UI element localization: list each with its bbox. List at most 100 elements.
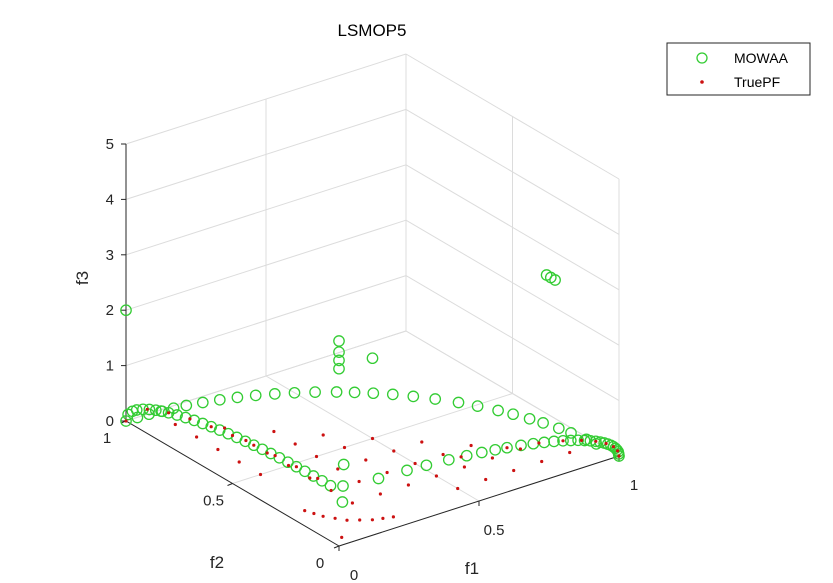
truepf-point bbox=[216, 447, 220, 452]
legend: MOWAA TruePF bbox=[666, 42, 811, 96]
mowaa-point bbox=[337, 480, 349, 492]
legend-box bbox=[666, 42, 811, 96]
truepf-point bbox=[336, 467, 340, 471]
mowaa-point bbox=[572, 434, 584, 447]
truepf-point bbox=[350, 501, 354, 505]
truepf-point bbox=[303, 509, 307, 513]
truepf-point bbox=[568, 450, 572, 455]
legend-marker-mowaa bbox=[696, 52, 708, 64]
truepf-point bbox=[406, 483, 410, 487]
truepf-point bbox=[333, 516, 337, 520]
mowaa-point bbox=[348, 386, 361, 399]
mowaa-point bbox=[538, 436, 551, 449]
mowaa-point bbox=[452, 396, 465, 409]
mowaa-point bbox=[143, 403, 156, 416]
truepf-point bbox=[459, 455, 463, 459]
mowaa-point bbox=[578, 434, 591, 447]
mowaa-point bbox=[333, 335, 345, 347]
z-tick-label: 3 bbox=[106, 247, 114, 264]
truepf-point bbox=[364, 458, 368, 462]
y-tick-mark bbox=[227, 483, 233, 486]
y-tick-label: 0.5 bbox=[203, 493, 224, 510]
truepf-point bbox=[252, 443, 256, 447]
mowaa-point bbox=[120, 304, 132, 317]
truepf-point bbox=[579, 438, 584, 442]
mowaa-point bbox=[333, 346, 345, 358]
z-tick-label: 1 bbox=[106, 358, 114, 375]
truepf-point bbox=[286, 463, 291, 468]
mowaa-point bbox=[515, 439, 527, 452]
mowaa-point bbox=[149, 404, 162, 417]
truepf-point bbox=[209, 425, 213, 429]
truepf-point bbox=[413, 461, 417, 466]
mowaa-point bbox=[471, 400, 484, 412]
truepf-point bbox=[381, 516, 385, 521]
mowaa-point bbox=[196, 396, 209, 409]
truepf-point bbox=[312, 511, 316, 516]
truepf-point bbox=[167, 411, 171, 415]
truepf-point bbox=[145, 407, 149, 411]
x-tick-label: 1 bbox=[630, 477, 638, 494]
truepf-point bbox=[321, 433, 325, 437]
grid-line bbox=[125, 330, 407, 422]
mowaa-point bbox=[268, 388, 281, 400]
truepf-point bbox=[357, 479, 361, 484]
mowaa-point bbox=[537, 417, 549, 429]
legend-marker-truepf bbox=[700, 80, 704, 84]
truepf-point bbox=[518, 447, 523, 451]
truepf-point bbox=[314, 454, 319, 459]
y-axis-label: f2 bbox=[210, 553, 224, 572]
legend-label-truepf: TruePF bbox=[734, 74, 780, 90]
chart-title: LSMOP5 bbox=[338, 21, 407, 40]
truepf-point bbox=[223, 426, 227, 430]
truepf-point bbox=[594, 439, 598, 443]
truepf-point bbox=[434, 474, 438, 478]
z-tick-label: 2 bbox=[106, 302, 114, 319]
truepf-point bbox=[512, 468, 516, 473]
mowaa-point bbox=[429, 393, 442, 405]
truepf-point bbox=[540, 459, 544, 464]
mowaa-point bbox=[489, 443, 502, 456]
truepf-point bbox=[537, 441, 541, 445]
mowaa-point bbox=[420, 459, 433, 472]
x-axis-label: f1 bbox=[465, 559, 479, 578]
truepf-point bbox=[385, 470, 389, 475]
mowaa-point bbox=[401, 464, 413, 477]
mowaa-point bbox=[213, 393, 226, 406]
truepf-point bbox=[604, 441, 608, 446]
mowaa-point bbox=[120, 415, 132, 427]
truepf-point bbox=[370, 436, 375, 441]
truepf-point bbox=[321, 514, 325, 518]
mowaa-point bbox=[130, 404, 143, 416]
mowaa-point bbox=[337, 458, 350, 471]
mowaa-point bbox=[552, 422, 565, 435]
truepf-point bbox=[505, 446, 509, 450]
mowaa-point bbox=[565, 427, 577, 439]
mowaa-point bbox=[609, 442, 622, 455]
truepf-point bbox=[329, 488, 333, 493]
legend-label-mowaa: MOWAA bbox=[734, 50, 789, 66]
series-mowaa bbox=[120, 269, 625, 508]
x-tick-label: 0 bbox=[350, 567, 358, 583]
mowaa-point bbox=[180, 399, 193, 412]
mowaa-point bbox=[372, 472, 385, 485]
truepf-point bbox=[188, 417, 192, 421]
truepf-point bbox=[378, 492, 382, 496]
truepf-point bbox=[617, 454, 621, 458]
truepf-point bbox=[490, 456, 494, 460]
mowaa-point bbox=[527, 437, 540, 450]
mowaa-point bbox=[288, 386, 301, 399]
mowaa-point bbox=[171, 409, 183, 421]
z-tick-label: 0 bbox=[106, 413, 114, 430]
mowaa-point bbox=[336, 496, 349, 508]
mowaa-point bbox=[501, 441, 513, 454]
truepf-point bbox=[124, 419, 128, 423]
z-tick-label: 4 bbox=[106, 191, 114, 208]
truepf-point bbox=[441, 452, 445, 457]
series-truepf bbox=[124, 407, 621, 540]
mowaa-point bbox=[386, 388, 399, 401]
mowaa-point bbox=[548, 435, 560, 448]
mowaa-point bbox=[523, 412, 536, 425]
